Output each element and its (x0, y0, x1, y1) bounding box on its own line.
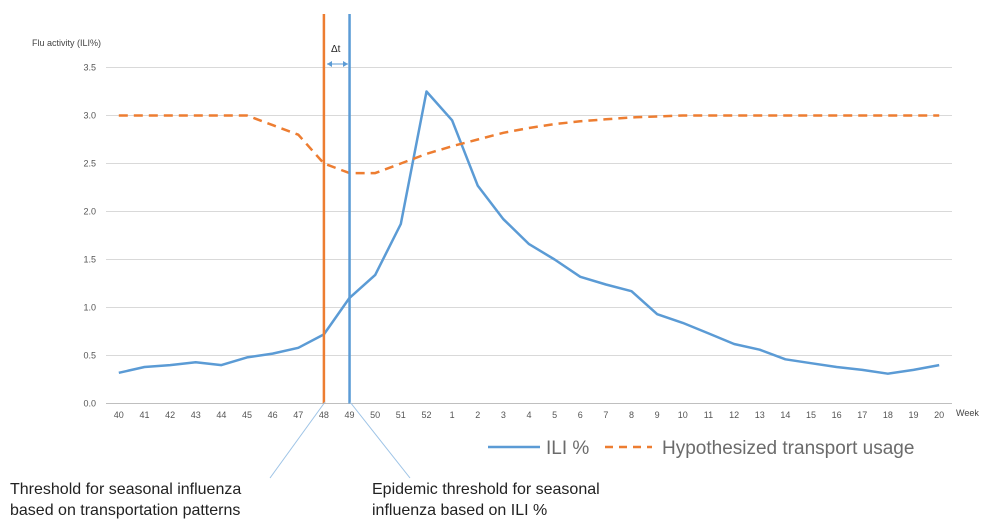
gridlines (106, 67, 952, 404)
x-tick-label: 12 (729, 410, 739, 420)
x-tick-label: 1 (450, 410, 455, 420)
x-tick-label: 14 (780, 410, 790, 420)
legend-transport-label: Hypothesized transport usage (662, 438, 914, 459)
x-tick-label: 13 (755, 410, 765, 420)
legend: ILI % Hypothesized transport usage (488, 438, 914, 459)
delta-t-arrowhead-left (327, 61, 332, 67)
delta-t-arrowhead-right (343, 61, 348, 67)
y-axis-title: Flu activity (ILI%) (32, 38, 101, 48)
x-tick-label: 9 (655, 410, 660, 420)
annotation-right-line2: influenza based on ILI % (372, 502, 547, 519)
x-tick-label: 43 (191, 410, 201, 420)
x-tick-label: 20 (934, 410, 944, 420)
x-tick-label: 40 (114, 410, 124, 420)
x-axis-title: Week (956, 408, 979, 418)
x-tick-label: 48 (319, 410, 329, 420)
y-tick-label: 0.5 (83, 351, 96, 361)
delta-t-indicator: Δt (327, 44, 348, 67)
x-tick-label: 16 (832, 410, 842, 420)
annotation-left-line2: based on transportation patterns (10, 502, 240, 519)
x-tick-label: 49 (345, 410, 355, 420)
threshold-markers (322, 14, 351, 404)
legend-ili-label: ILI % (546, 438, 589, 459)
x-tick-label: 6 (578, 410, 583, 420)
x-tick-label: 4 (526, 410, 531, 420)
y-tick-label: 1.0 (83, 303, 96, 313)
x-tick-label: 42 (165, 410, 175, 420)
series-lines (118, 90, 940, 375)
x-tick-label: 3 (501, 410, 506, 420)
x-tick-label: 46 (268, 410, 278, 420)
delta-t-label: Δt (331, 44, 341, 55)
x-tick-label: 50 (370, 410, 380, 420)
y-tick-label: 0.0 (83, 399, 96, 409)
x-tick-label: 8 (629, 410, 634, 420)
x-tick-label: 44 (216, 410, 226, 420)
x-tick-label: 5 (552, 410, 557, 420)
x-tick-label: 19 (909, 410, 919, 420)
x-tick-label: 17 (857, 410, 867, 420)
y-tick-label: 1.5 (83, 255, 96, 265)
pointer-ili-threshold (349, 401, 411, 479)
x-tick-label: 11 (704, 410, 713, 420)
x-tick-label: 2 (475, 410, 480, 420)
x-tick-label: 41 (139, 410, 149, 420)
x-tick-label: 47 (293, 410, 303, 420)
pointer-transport-threshold (269, 401, 326, 479)
y-tick-label: 2.0 (83, 207, 96, 217)
transport-series-line (118, 114, 940, 175)
x-tick-label: 51 (396, 410, 406, 420)
annotation-right-line1: Epidemic threshold for seasonal (372, 481, 600, 498)
x-tick-labels: 40 41 42 43 44 45 46 47 48 49 50 51 52 1 2 3 4 5 6 7 8 9 10 11 1… (114, 410, 944, 420)
y-tick-label: 3.0 (83, 111, 96, 121)
y-tick-labels: 0.0 0.5 1.0 1.5 2.0 2.5 3.0 3.5 (83, 63, 96, 409)
x-tick-label: 7 (603, 410, 608, 420)
x-tick-label: 15 (806, 410, 816, 420)
x-tick-label: 10 (678, 410, 688, 420)
x-tick-label: 52 (421, 410, 431, 420)
y-tick-label: 2.5 (83, 159, 96, 169)
annotation-left-line1: Threshold for seasonal influenza (10, 481, 241, 498)
x-tick-label: 45 (242, 410, 252, 420)
x-tick-label: 18 (883, 410, 893, 420)
y-tick-label: 3.5 (83, 63, 96, 73)
ili-series-line (118, 90, 940, 375)
